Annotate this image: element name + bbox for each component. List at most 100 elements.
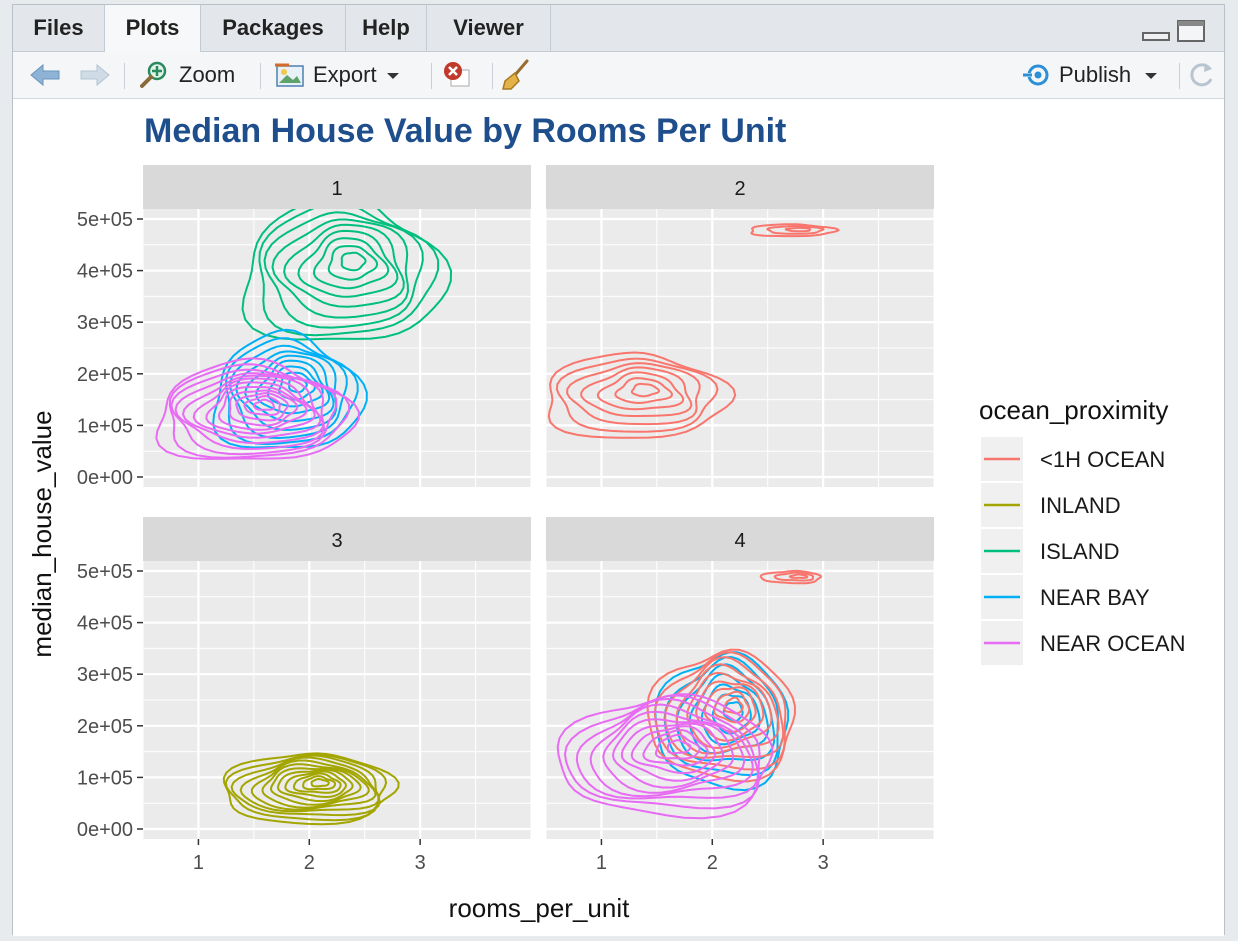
contour-line	[759, 569, 822, 585]
chevron-down-icon	[1145, 73, 1158, 79]
export-label: Export	[313, 62, 377, 87]
contour-line	[611, 718, 735, 789]
contour-series	[155, 357, 360, 460]
contour-line	[252, 398, 276, 411]
contour-line	[766, 225, 825, 235]
legend-item: INLAND	[981, 483, 1121, 527]
contour-series	[547, 351, 737, 439]
zoom-button[interactable]: Zoom	[137, 52, 235, 98]
y-tick-label: 3e+05	[77, 312, 133, 334]
y-tick-label: 1e+05	[77, 415, 133, 437]
chart-title: Median House Value by Rooms Per Unit	[144, 112, 786, 150]
facet-strip-label: 1	[331, 178, 342, 200]
contour-series	[222, 752, 400, 826]
contour-line	[566, 362, 701, 426]
contour-line	[547, 351, 737, 439]
contour-line	[205, 381, 316, 435]
facet-strip-label: 4	[734, 530, 745, 552]
publish-label: Publish	[1059, 62, 1132, 87]
toolbar-separator	[260, 63, 261, 89]
tab-help[interactable]: Help	[346, 5, 427, 51]
contour-line	[239, 756, 381, 813]
contour-line	[244, 354, 335, 423]
contour-line	[327, 245, 379, 281]
contour-line	[283, 223, 405, 308]
contour-line	[555, 357, 719, 433]
plots-pane: Files Plots Packages Help Viewer	[12, 4, 1225, 936]
facet-strip	[143, 517, 531, 561]
contour-line	[174, 372, 325, 450]
y-tick-label: 5e+05	[77, 209, 133, 231]
legend-item: <1H OCEAN	[981, 437, 1165, 481]
legend-label: INLAND	[1040, 493, 1121, 518]
toolbar-separator	[1179, 63, 1180, 89]
x-tick-label: 1	[193, 852, 204, 874]
maximize-icon[interactable]	[1176, 19, 1206, 43]
tab-viewer[interactable]: Viewer	[427, 5, 551, 51]
export-button[interactable]: Export	[273, 52, 403, 98]
contour-line	[722, 701, 744, 723]
tab-plots[interactable]: Plots	[105, 5, 201, 52]
contour-line	[575, 697, 759, 800]
forward-button[interactable]	[79, 52, 111, 98]
contour-line	[271, 218, 410, 319]
refresh-icon	[1190, 63, 1213, 87]
contour-line	[630, 725, 716, 775]
contour-line	[675, 663, 780, 755]
zoom-label: Zoom	[179, 62, 236, 87]
contour-series	[750, 223, 840, 238]
contour-line	[181, 374, 325, 445]
y-axis-label: median_house_value	[27, 410, 57, 657]
toolbar-separator	[431, 63, 432, 89]
contour-line	[168, 363, 351, 459]
contour-line	[230, 754, 381, 817]
facet-strip	[546, 517, 934, 561]
x-tick-label: 2	[707, 852, 718, 874]
contour-line	[263, 211, 424, 329]
publish-button[interactable]: Publish	[1021, 52, 1161, 98]
refresh-button[interactable]	[1185, 52, 1217, 98]
contour-layer	[222, 752, 400, 826]
facet-panel-1: 1 0e+00 1e+05 2e+05 3e+05 4e+05 5e+05	[77, 165, 532, 489]
x-axis-label: rooms_per_unit	[449, 893, 630, 923]
chevron-down-icon	[386, 73, 399, 79]
contour-line	[666, 739, 692, 755]
back-button[interactable]	[29, 52, 61, 98]
contour-line	[269, 767, 362, 806]
contour-line	[261, 763, 370, 809]
legend-item: ISLAND	[981, 529, 1119, 573]
tab-packages[interactable]: Packages	[201, 5, 346, 51]
y-tick-label: 2e+05	[77, 716, 133, 738]
minimize-icon[interactable]	[1141, 19, 1171, 43]
contour-line	[563, 694, 761, 810]
contour-line	[602, 710, 746, 794]
legend-title: ocean_proximity	[979, 395, 1168, 425]
contour-line	[224, 753, 388, 822]
y-tick-label: 4e+05	[77, 261, 133, 283]
contour-line	[192, 377, 322, 439]
legend-label: <1H OCEAN	[1040, 447, 1165, 472]
x-tick-label: 3	[818, 852, 829, 874]
facet-panel-3: 3 0e+00 1e+05 2e+05 3e+05 4e+05 5e+05 1 2 3	[77, 517, 532, 874]
toolbar-separator	[492, 63, 493, 89]
contour-line	[788, 573, 809, 579]
back-arrow-icon	[30, 63, 60, 87]
contour-line	[284, 770, 348, 799]
contour-line	[312, 237, 390, 290]
contour-layer	[556, 569, 822, 820]
clear-all-button[interactable]	[499, 52, 533, 98]
legend-item: NEAR OCEAN	[981, 621, 1185, 665]
remove-plot-icon	[444, 62, 470, 87]
remove-plot-button[interactable]	[441, 52, 475, 98]
tab-files[interactable]: Files	[13, 5, 105, 51]
contour-line	[258, 209, 440, 337]
contour-line	[235, 392, 289, 422]
contour-chart: Median House Value by Rooms Per Unit 1 0e…	[27, 112, 1185, 923]
contour-line	[277, 768, 354, 803]
contour-line	[243, 394, 281, 417]
contour-line	[711, 693, 752, 735]
contour-layer	[155, 209, 453, 460]
contour-line	[556, 693, 774, 820]
y-tick-label: 0e+00	[77, 467, 133, 489]
plot-canvas: Median House Value by Rooms Per Unit 1 0e…	[13, 99, 1224, 936]
